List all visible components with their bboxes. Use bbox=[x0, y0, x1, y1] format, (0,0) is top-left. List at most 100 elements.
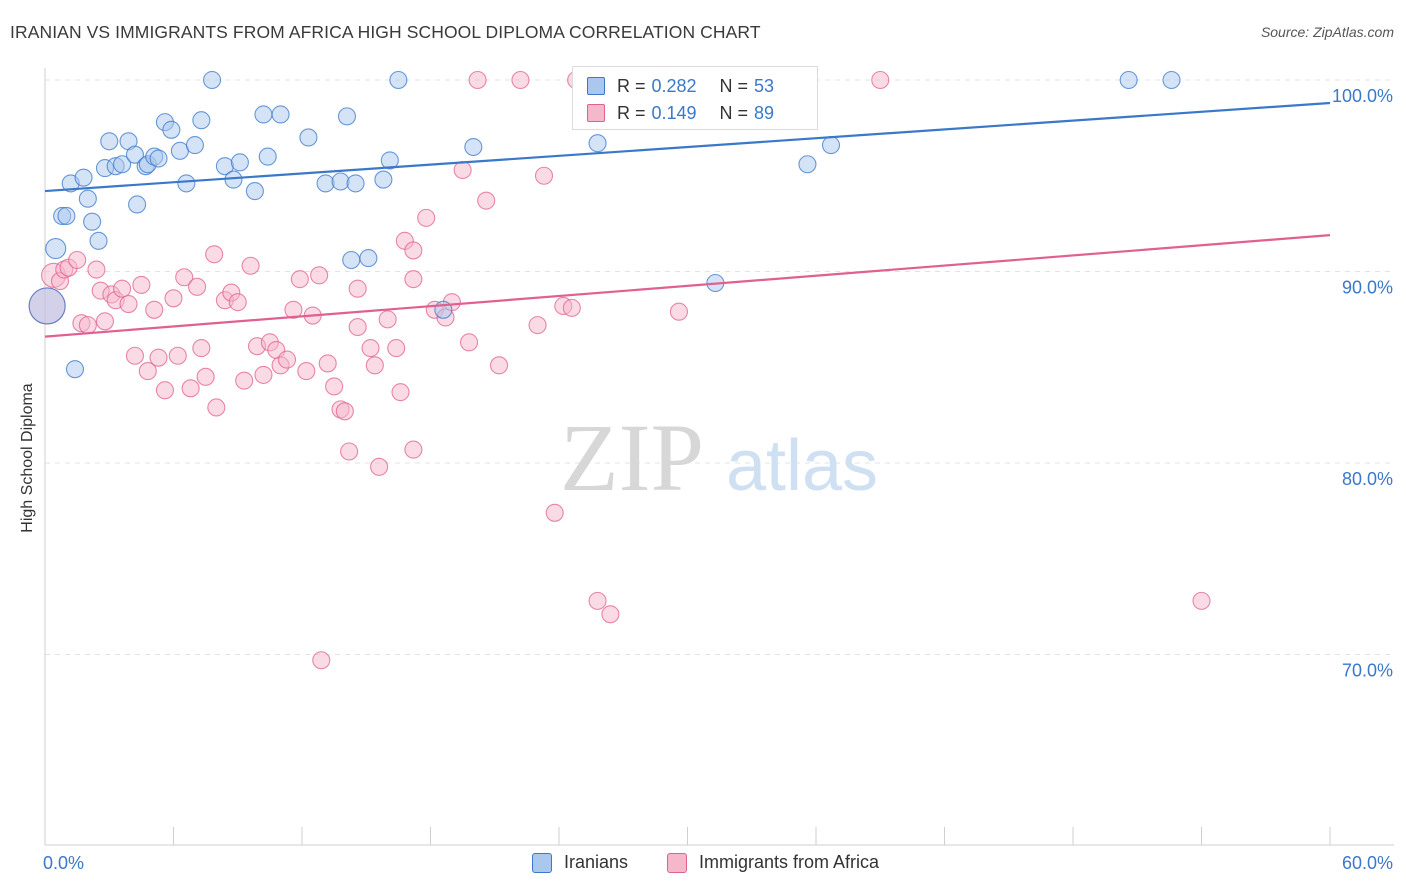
data-point bbox=[128, 195, 147, 214]
data-point bbox=[297, 362, 316, 381]
bottom-legend-swatch-pink bbox=[667, 852, 687, 873]
data-point bbox=[203, 70, 222, 90]
data-point bbox=[188, 277, 207, 296]
tick-labels: 100.0% 90.0% 80.0% 70.0% 0.0% 60.0% bbox=[43, 86, 1393, 873]
chart-title: IRANIAN VS IMMIGRANTS FROM AFRICA HIGH S… bbox=[10, 22, 761, 42]
bottom-legend-iranians: Iranians bbox=[532, 852, 628, 873]
data-point bbox=[290, 270, 309, 289]
data-point bbox=[511, 70, 530, 90]
watermark-zip: ZIP bbox=[560, 404, 704, 511]
series-africa-points bbox=[28, 70, 1211, 670]
data-point bbox=[125, 346, 144, 365]
series-iranians-points bbox=[28, 70, 1181, 379]
legend-swatch-pink bbox=[587, 104, 605, 122]
data-point bbox=[138, 362, 157, 381]
data-point bbox=[468, 70, 487, 90]
legend-n-label: N = bbox=[719, 75, 749, 96]
data-point bbox=[57, 206, 76, 226]
data-point bbox=[374, 170, 393, 189]
data-point bbox=[404, 241, 423, 260]
data-point bbox=[254, 105, 273, 124]
data-point bbox=[241, 256, 260, 275]
data-point bbox=[254, 365, 273, 384]
data-point bbox=[87, 260, 106, 279]
data-point bbox=[125, 145, 144, 164]
bottom-legend-label: Immigrants from Africa bbox=[699, 852, 880, 872]
data-point bbox=[340, 442, 359, 461]
data-point bbox=[318, 354, 337, 373]
data-point bbox=[669, 302, 688, 321]
data-point bbox=[181, 379, 200, 398]
trend-line bbox=[44, 234, 1331, 338]
data-point bbox=[155, 381, 174, 400]
data-point bbox=[149, 348, 168, 367]
data-point bbox=[1192, 591, 1211, 610]
x-tick-label: 60.0% bbox=[1342, 853, 1393, 873]
data-point bbox=[277, 350, 297, 369]
data-point bbox=[145, 300, 164, 319]
legend-n-value: 89 bbox=[754, 102, 775, 123]
data-point bbox=[601, 605, 620, 624]
data-point bbox=[821, 136, 841, 155]
data-point bbox=[798, 155, 817, 174]
data-point bbox=[335, 402, 354, 421]
data-point bbox=[378, 310, 397, 329]
data-point bbox=[162, 120, 181, 139]
data-point bbox=[348, 317, 367, 337]
data-point bbox=[404, 440, 423, 459]
data-point bbox=[185, 136, 204, 155]
data-point bbox=[528, 316, 547, 335]
data-point bbox=[391, 383, 410, 402]
data-point bbox=[1162, 70, 1181, 90]
data-point bbox=[342, 250, 361, 270]
data-point bbox=[871, 70, 890, 90]
data-point bbox=[588, 591, 607, 610]
data-point bbox=[365, 356, 384, 375]
data-point bbox=[78, 316, 97, 335]
data-point bbox=[164, 289, 183, 308]
data-point bbox=[196, 367, 215, 386]
data-point bbox=[235, 371, 254, 390]
y-tick-label: 80.0% bbox=[1342, 469, 1393, 489]
legend-n-value: 53 bbox=[754, 75, 775, 96]
legend-r-value: 0.149 bbox=[651, 102, 697, 123]
data-point bbox=[205, 245, 224, 264]
watermark: ZIP atlas bbox=[560, 404, 878, 511]
data-point bbox=[1119, 70, 1138, 90]
legend-r-label: R = bbox=[617, 102, 646, 123]
data-point bbox=[119, 295, 138, 314]
data-point bbox=[207, 398, 226, 417]
data-point bbox=[417, 208, 436, 227]
data-point bbox=[346, 174, 365, 193]
data-point bbox=[453, 160, 472, 180]
y-tick-label: 70.0% bbox=[1342, 661, 1393, 681]
data-point bbox=[230, 153, 249, 172]
data-point bbox=[100, 132, 119, 151]
y-tick-label: 100.0% bbox=[1332, 86, 1393, 106]
data-point bbox=[28, 287, 66, 325]
data-point bbox=[192, 111, 211, 130]
watermark-atlas: atlas bbox=[726, 426, 878, 506]
data-point bbox=[132, 275, 151, 294]
data-point bbox=[404, 270, 423, 289]
data-point bbox=[477, 191, 496, 210]
data-point bbox=[489, 356, 509, 375]
data-point bbox=[245, 182, 264, 201]
legend-row-iranians: R = 0.282 N = 53 bbox=[587, 75, 774, 97]
data-point bbox=[459, 333, 479, 352]
y-tick-label: 90.0% bbox=[1342, 278, 1393, 298]
legend-r-label: R = bbox=[617, 75, 646, 96]
data-point bbox=[45, 237, 67, 260]
bottom-legend-swatch-blue bbox=[532, 852, 552, 873]
data-point bbox=[284, 300, 303, 319]
data-point bbox=[312, 651, 331, 670]
data-point bbox=[299, 128, 318, 147]
bottom-legend: Iranians Immigrants from Africa bbox=[0, 852, 1406, 876]
legend-row-africa: R = 0.149 N = 89 bbox=[587, 102, 774, 124]
data-point bbox=[68, 250, 87, 270]
data-point bbox=[228, 293, 247, 312]
data-point bbox=[588, 134, 607, 153]
data-point bbox=[316, 174, 335, 193]
data-point bbox=[389, 70, 408, 90]
data-point bbox=[113, 279, 132, 298]
